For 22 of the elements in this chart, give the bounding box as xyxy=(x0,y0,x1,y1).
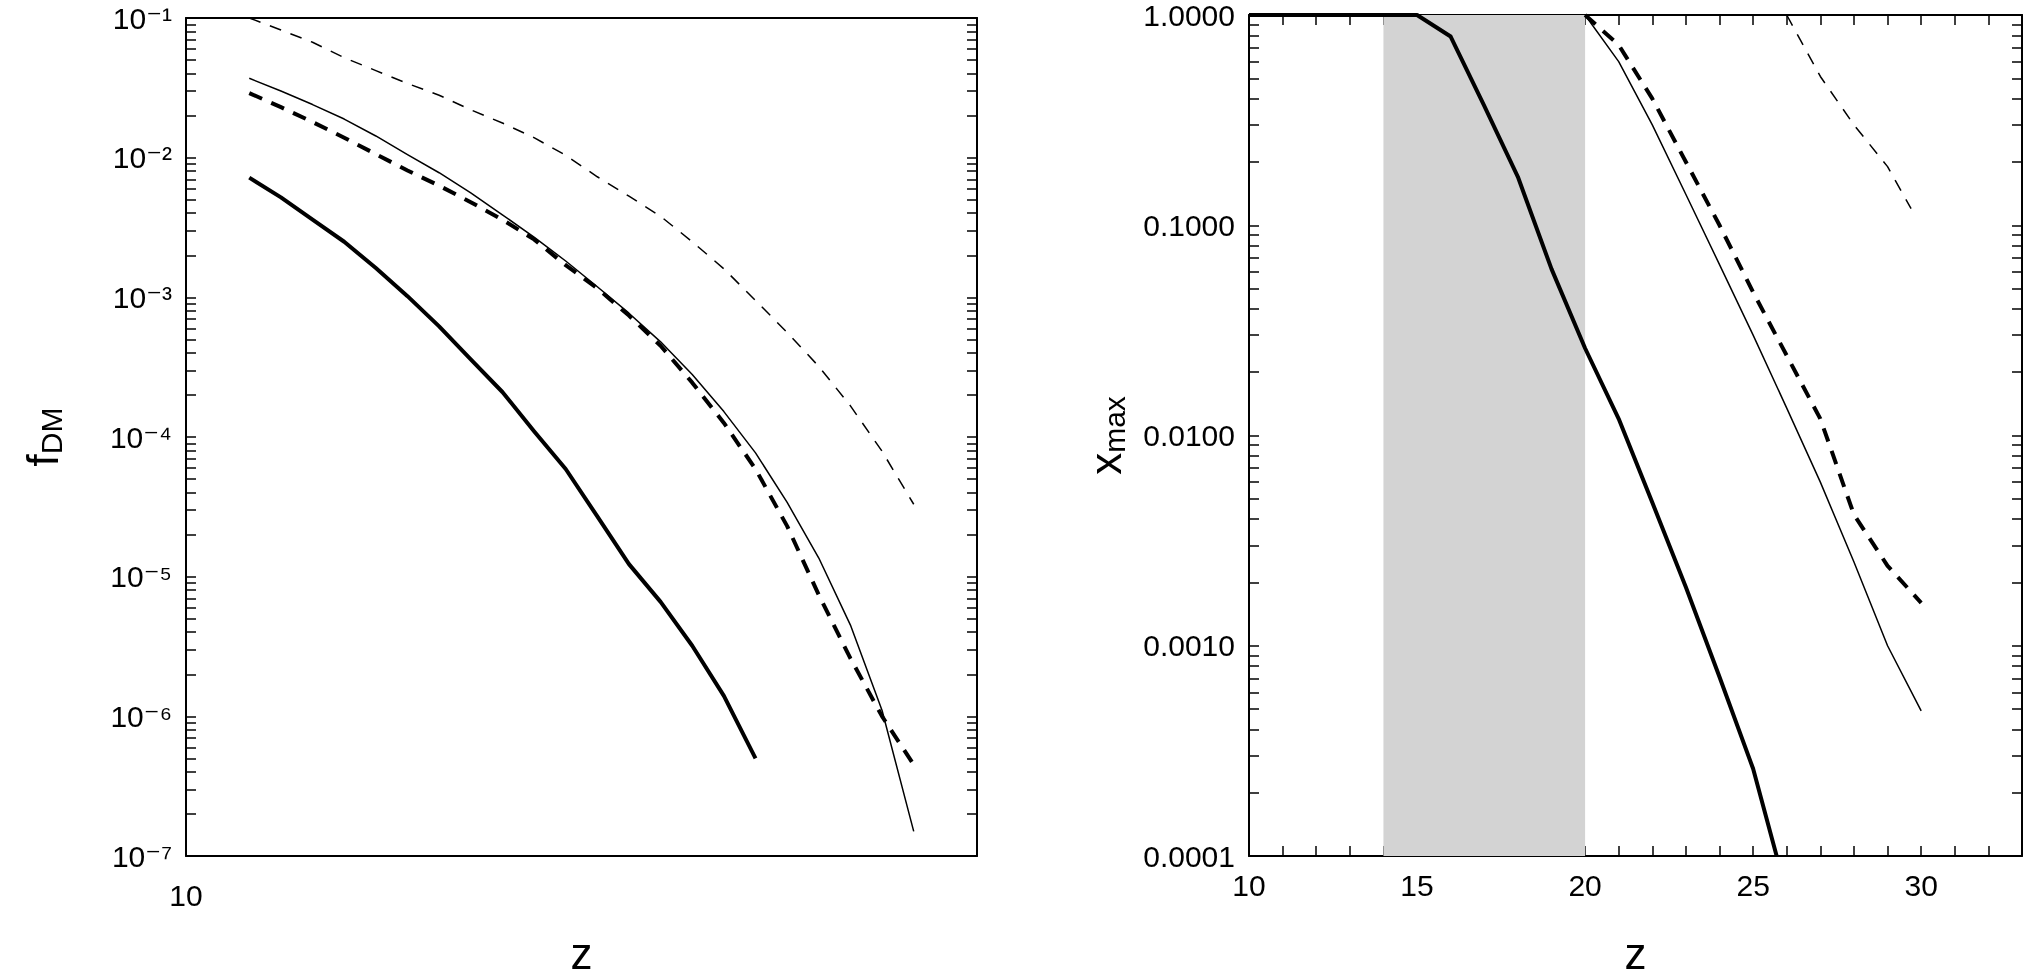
y-tick-label: 0.0001 xyxy=(1143,839,1235,873)
y-tick-label: 10⁻³ xyxy=(112,280,172,314)
y-tick-label: 10⁻⁶ xyxy=(110,699,172,733)
line-series xyxy=(247,175,758,761)
x-axis-title: z xyxy=(570,928,593,978)
x-tick-label: 15 xyxy=(1400,868,1434,902)
x-tick-label: 10 xyxy=(1232,868,1266,902)
x-axis-title: z xyxy=(1624,928,1647,978)
y-axis-title: fDM xyxy=(17,407,68,467)
y-tick-label: 0.0010 xyxy=(1143,629,1235,663)
y-tick-label: 10⁻¹ xyxy=(112,1,172,35)
y-axis-title: xmax xyxy=(1080,396,1131,475)
y-tick-label: 10⁻² xyxy=(112,141,172,175)
y-tick-label: 0.0100 xyxy=(1143,419,1235,452)
y-tick-label: 10⁻⁴ xyxy=(109,420,172,454)
x-tick-label: 25 xyxy=(1736,868,1770,902)
x-tick-label: 20 xyxy=(1568,868,1602,902)
y-tick-label: 10⁻⁷ xyxy=(111,839,172,873)
y-tick-label: 10⁻⁵ xyxy=(110,560,172,594)
y-tick-label: 0.1000 xyxy=(1143,208,1235,242)
y-tick-label: 1.0000 xyxy=(1143,0,1235,32)
x-tick-label: 30 xyxy=(1904,868,1938,902)
